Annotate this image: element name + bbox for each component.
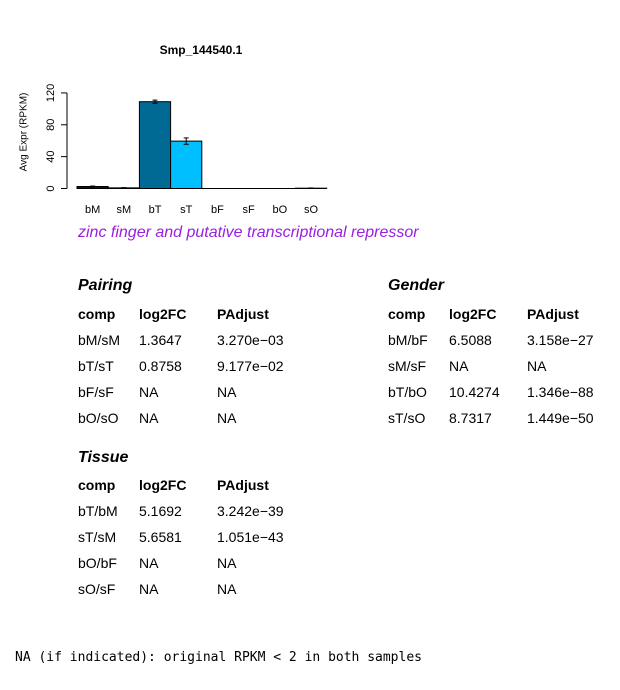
table-cell: bM/sM [78, 332, 120, 348]
table-header-cell: PAdjust [217, 477, 269, 493]
table-cell: bO/bF [78, 555, 117, 571]
table-cell: bO/sO [78, 410, 119, 426]
table-cell: NA [217, 384, 237, 400]
y-axis-label: Avg Expr (RPKM) [19, 93, 30, 172]
table-cell: 5.6581 [139, 529, 182, 545]
y-tick-label: 40 [45, 151, 57, 163]
chart-title: Smp_144540.1 [160, 43, 243, 57]
table-header-cell: comp [78, 306, 116, 322]
table-cell: bF/sF [78, 384, 114, 400]
x-tick-label: bO [272, 204, 287, 216]
table-cell: NA [139, 410, 159, 426]
pairing-title: Pairing [78, 277, 133, 294]
table-cell: NA [527, 358, 547, 374]
table-cell: bM/bF [388, 332, 428, 348]
table-cell: 6.5088 [449, 332, 492, 348]
table-cell: 3.270e−03 [217, 332, 284, 348]
table-cell: NA [139, 581, 159, 597]
table-cell: 1.3647 [139, 332, 182, 348]
table-header-cell: PAdjust [217, 306, 269, 322]
table-cell: sT/sO [388, 410, 426, 426]
table-cell: 1.051e−43 [217, 529, 284, 545]
table-cell: NA [217, 410, 237, 426]
table-cell: sT/sM [78, 529, 117, 545]
table-header-cell: log2FC [139, 306, 187, 322]
table-header-cell: comp [388, 306, 426, 322]
table-cell: 9.177e−02 [217, 358, 284, 374]
gender-title: Gender [388, 277, 445, 294]
table-cell: 3.242e−39 [217, 503, 284, 519]
table-cell: 1.449e−50 [527, 410, 594, 426]
footnote: NA (if indicated): original RPKM < 2 in … [15, 650, 422, 665]
table-cell: bT/bM [78, 503, 118, 519]
x-tick-label: bF [211, 204, 224, 216]
x-tick-label: sM [116, 204, 131, 216]
table-header-cell: log2FC [449, 306, 497, 322]
table-cell: 0.8758 [139, 358, 182, 374]
table-cell: bT/sT [78, 358, 114, 374]
x-tick-label: bT [149, 204, 162, 216]
table-cell: NA [217, 555, 237, 571]
table-header-cell: log2FC [139, 477, 187, 493]
table-cell: 5.1692 [139, 503, 182, 519]
bar [138, 101, 172, 189]
bar [170, 140, 203, 190]
x-tick-label: sO [304, 204, 319, 216]
bar-chart: Smp_144540.1 0 40 80 120 Avg Expr (RPKM) bM sM b… [19, 43, 328, 216]
table-cell: 10.4274 [449, 384, 500, 400]
gene-description: zinc finger and putative transcriptional… [78, 224, 419, 241]
x-tick-label: sF [242, 204, 255, 216]
y-tick-label: 120 [45, 84, 57, 102]
table-cell: NA [139, 384, 159, 400]
x-tick-label: bM [85, 204, 100, 216]
table-header-cell: PAdjust [527, 306, 579, 322]
table-cell: sM/sF [388, 358, 427, 374]
x-tick-label: sT [180, 204, 193, 216]
y-tick-label: 80 [45, 119, 57, 131]
table-cell: 8.7317 [449, 410, 492, 426]
y-tick-label: 0 [45, 185, 57, 191]
table-cell: NA [217, 581, 237, 597]
table-cell: NA [139, 555, 159, 571]
table-cell: NA [449, 358, 469, 374]
table-cell: bT/bO [388, 384, 427, 400]
table-cell: 3.158e−27 [527, 332, 594, 348]
tissue-title: Tissue [78, 449, 129, 466]
table-header-cell: comp [78, 477, 116, 493]
table-cell: sO/sF [78, 581, 116, 597]
table-cell: 1.346e−88 [527, 384, 594, 400]
